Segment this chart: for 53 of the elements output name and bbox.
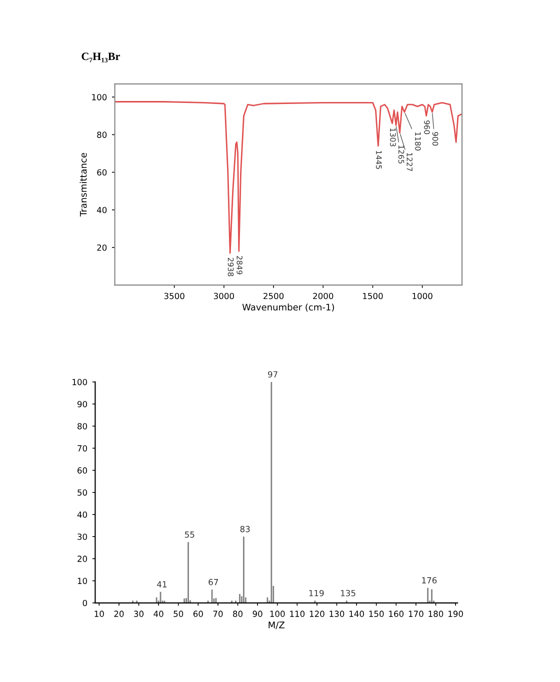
x-tick-label: 80 [233, 610, 242, 617]
x-tick-label: 170 [408, 610, 424, 617]
x-tick-label: 70 [213, 610, 223, 617]
x-tick-label: 90 [252, 610, 262, 617]
x-tick-label: 60 [193, 610, 203, 617]
y-tick-label: 40 [77, 511, 88, 518]
y-tick-label: 30 [78, 534, 88, 540]
y-tick-label: 10 [78, 578, 88, 584]
annotation: 135 [340, 590, 356, 596]
x-tick-label: 30 [134, 610, 144, 617]
x-tick-label: 100 [270, 610, 285, 617]
x-tick-label: 1500 [363, 292, 383, 300]
y-tick-label: 0 [82, 600, 88, 606]
x-tick-label: 50 [174, 610, 184, 617]
y-tick-label: 90 [77, 401, 88, 408]
y-tick-label: 20 [97, 244, 107, 251]
annotation: 41 [157, 581, 166, 588]
x-tick-label: 130 [330, 610, 344, 617]
y-tick-label: 60 [97, 169, 107, 176]
x-tick-label: 3000 [214, 292, 234, 300]
annotation: 176 [422, 577, 437, 584]
annotation: 55 [184, 532, 194, 538]
x-tick-label: 40 [154, 610, 164, 617]
line-series [114, 101, 462, 254]
y-tick-label: 100 [72, 378, 88, 386]
annotation: 67 [208, 578, 218, 586]
x-tick-label: 1000 [412, 292, 432, 300]
x-tick-label: 2000 [313, 292, 334, 300]
x-axis-title: M/Z [268, 622, 284, 630]
chart-title: C₇H₁₃Br [82, 52, 120, 62]
annotation: 83 [240, 526, 250, 532]
x-tick-label: 160 [389, 610, 404, 617]
y-tick-label: 100 [92, 94, 107, 100]
y-axis-title: Transmittance [80, 152, 87, 217]
y-tick-label: 40 [96, 206, 107, 214]
annotation: 97 [268, 371, 278, 378]
x-tick-label: 180 [428, 610, 444, 617]
x-tick-label: 190 [448, 610, 463, 617]
x-tick-label: 20 [114, 610, 124, 617]
x-tick-label: 110 [290, 610, 305, 617]
x-axis-title: Wavenumber (cm-1) [242, 304, 334, 312]
y-tick-label: 20 [78, 556, 88, 562]
y-tick-label: 80 [97, 132, 107, 138]
x-tick-label: 140 [350, 610, 364, 617]
x-tick-label: 120 [310, 610, 324, 617]
y-tick-label: 60 [78, 467, 88, 474]
y-tick-label: 80 [78, 423, 88, 430]
y-tick-label: 70 [78, 445, 88, 452]
annotation: 119 [309, 590, 324, 596]
x-tick-label: 150 [369, 610, 384, 617]
x-tick-label: 3500 [164, 292, 184, 300]
x-tick-label: 2500 [264, 292, 284, 300]
y-tick-label: 50 [78, 489, 88, 496]
